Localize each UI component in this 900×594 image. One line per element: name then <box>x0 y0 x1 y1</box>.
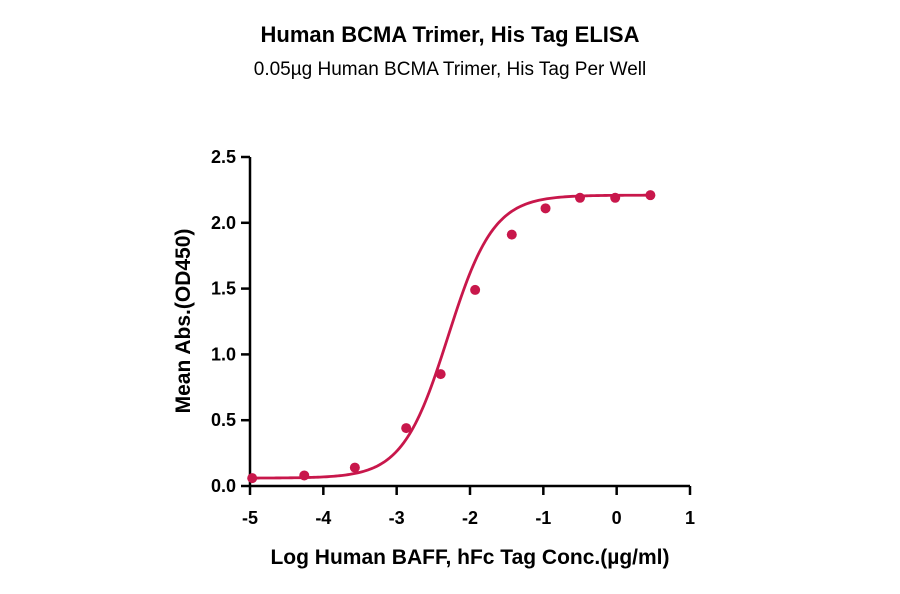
x-tick-label: 0 <box>612 508 622 528</box>
data-point <box>540 203 551 214</box>
chart-title: Human BCMA Trimer, His Tag ELISA <box>260 22 640 47</box>
chart-subtitle: 0.05µg Human BCMA Trimer, His Tag Per We… <box>253 59 647 80</box>
x-tick-label: -1 <box>535 508 551 528</box>
data-points-layer <box>247 190 656 484</box>
x-tick-label: -4 <box>315 508 331 528</box>
y-axis-title: Mean Abs.(OD450) <box>172 229 195 414</box>
y-tick-label: 1.0 <box>211 344 236 364</box>
axes: 0.0 0.5 1.0 1.5 2.0 2.5 -5 -4 -3 -2 -1 0 1 <box>211 147 695 528</box>
data-point <box>435 369 446 380</box>
y-tick-label: 2.0 <box>211 213 236 233</box>
fit-curve <box>252 193 651 480</box>
fit-curve-layer <box>252 193 651 480</box>
data-point <box>575 192 585 203</box>
data-point <box>645 190 656 201</box>
data-point <box>247 473 258 484</box>
x-tick-label: -5 <box>242 508 258 528</box>
data-point <box>506 229 517 240</box>
data-point <box>299 470 310 481</box>
data-point <box>401 423 412 434</box>
data-point <box>610 192 621 203</box>
x-tick-label: -3 <box>389 508 405 528</box>
data-point <box>470 284 481 295</box>
x-axis-title: Log Human BAFF, hFc Tag Conc.(µg/ml) <box>270 546 669 569</box>
y-tick-label: 1.5 <box>211 279 236 299</box>
x-tick-label: -2 <box>462 508 478 528</box>
x-tick-label: 1 <box>685 508 695 528</box>
y-tick-label: 0.0 <box>211 476 236 496</box>
data-point <box>349 462 360 473</box>
y-tick-label: 2.5 <box>211 147 236 167</box>
y-tick-label: 0.5 <box>211 410 236 430</box>
